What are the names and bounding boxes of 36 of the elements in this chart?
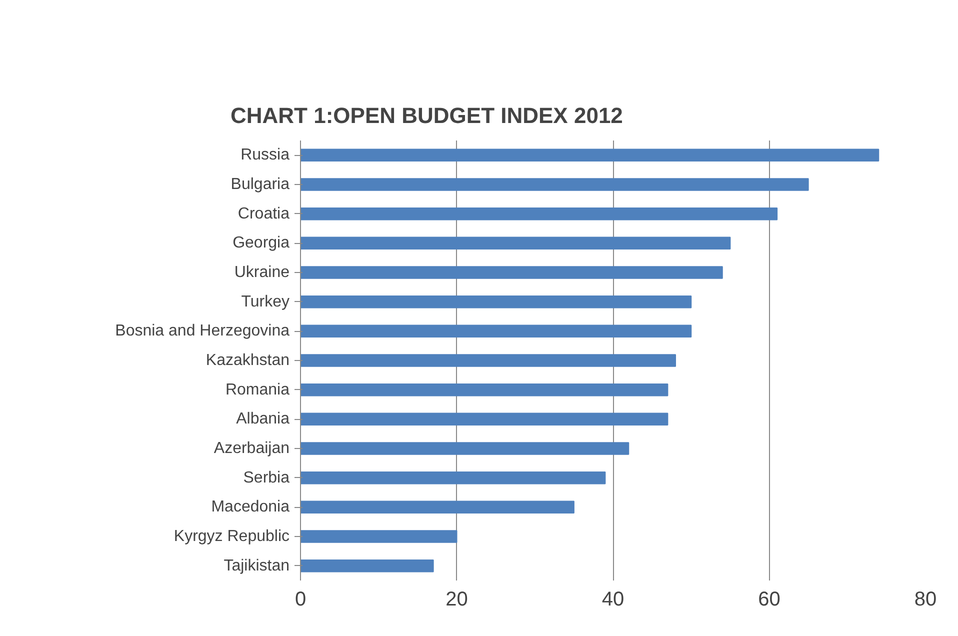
bar <box>300 471 606 484</box>
bar <box>300 207 778 220</box>
bar <box>300 500 574 514</box>
y-tick-label: Croatia <box>238 205 290 222</box>
bar <box>300 559 434 572</box>
y-tick-label: Bosnia and Herzegovina <box>115 322 290 340</box>
y-tick-label: Georgia <box>232 234 290 252</box>
bar <box>300 266 723 279</box>
x-tick-label: 20 <box>446 588 468 610</box>
y-tick-label: Azerbaijan <box>214 440 290 457</box>
x-tick-label: 80 <box>914 588 937 610</box>
x-tick-label: 0 <box>294 588 306 610</box>
y-tick-label: Serbia <box>243 469 290 486</box>
y-tick-label: Albania <box>236 410 290 428</box>
bar <box>300 530 458 543</box>
y-tick-label: Romania <box>225 381 290 398</box>
x-tick-label: 40 <box>602 588 624 610</box>
chart-title: CHART 1:OPEN BUDGET INDEX 2012 <box>230 103 623 128</box>
y-tick-label: Russia <box>240 146 290 164</box>
bar <box>300 178 809 191</box>
bar <box>300 148 880 162</box>
y-tick-label: Tajikistan <box>224 557 290 574</box>
bar <box>300 412 668 426</box>
y-tick-label: Kazakhstan <box>206 352 290 369</box>
bar <box>300 354 676 367</box>
y-tick-label: Macedonia <box>211 498 290 516</box>
bar <box>300 236 731 250</box>
bar <box>300 324 692 338</box>
y-tick-label: Ukraine <box>234 264 290 281</box>
x-tick-label: 60 <box>758 588 780 610</box>
bar <box>300 442 630 455</box>
y-tick-label: Turkey <box>241 293 290 310</box>
y-tick-label: Bulgaria <box>230 176 290 193</box>
bar <box>300 383 668 396</box>
y-tick-label: Kyrgyz Republic <box>174 528 290 545</box>
bar <box>300 295 692 308</box>
